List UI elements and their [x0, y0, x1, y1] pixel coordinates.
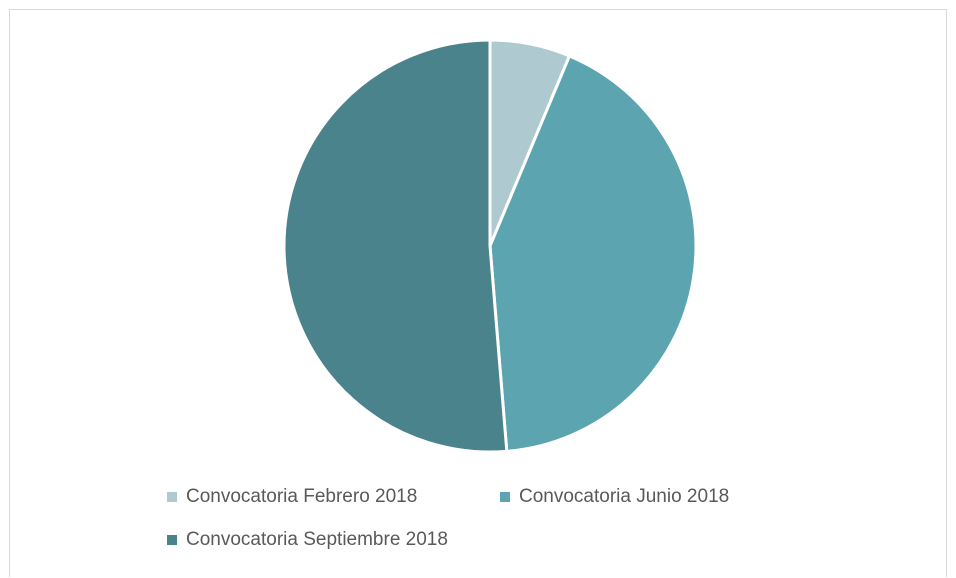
pie-chart	[282, 38, 698, 454]
legend-item-2: Convocatoria Septiembre 2018	[167, 529, 448, 551]
pie-slice-2	[282, 38, 509, 454]
legend-item-0: Convocatoria Febrero 2018	[167, 486, 417, 508]
pie-slices	[282, 38, 698, 454]
legend-label-0: Convocatoria Febrero 2018	[186, 486, 418, 507]
legend-label-1: Convocatoria Junio 2018	[519, 486, 730, 507]
legend-item-1: Convocatoria Junio 2018	[500, 486, 729, 508]
legend-swatch-0	[167, 492, 177, 502]
chart-area: Convocatoria Febrero 2018 Convocatoria J…	[9, 9, 947, 577]
legend-swatch-2	[167, 535, 177, 545]
legend-label-2: Convocatoria Septiembre 2018	[186, 529, 448, 550]
pie-slice-1	[488, 54, 698, 453]
legend-swatch-1	[500, 492, 510, 502]
